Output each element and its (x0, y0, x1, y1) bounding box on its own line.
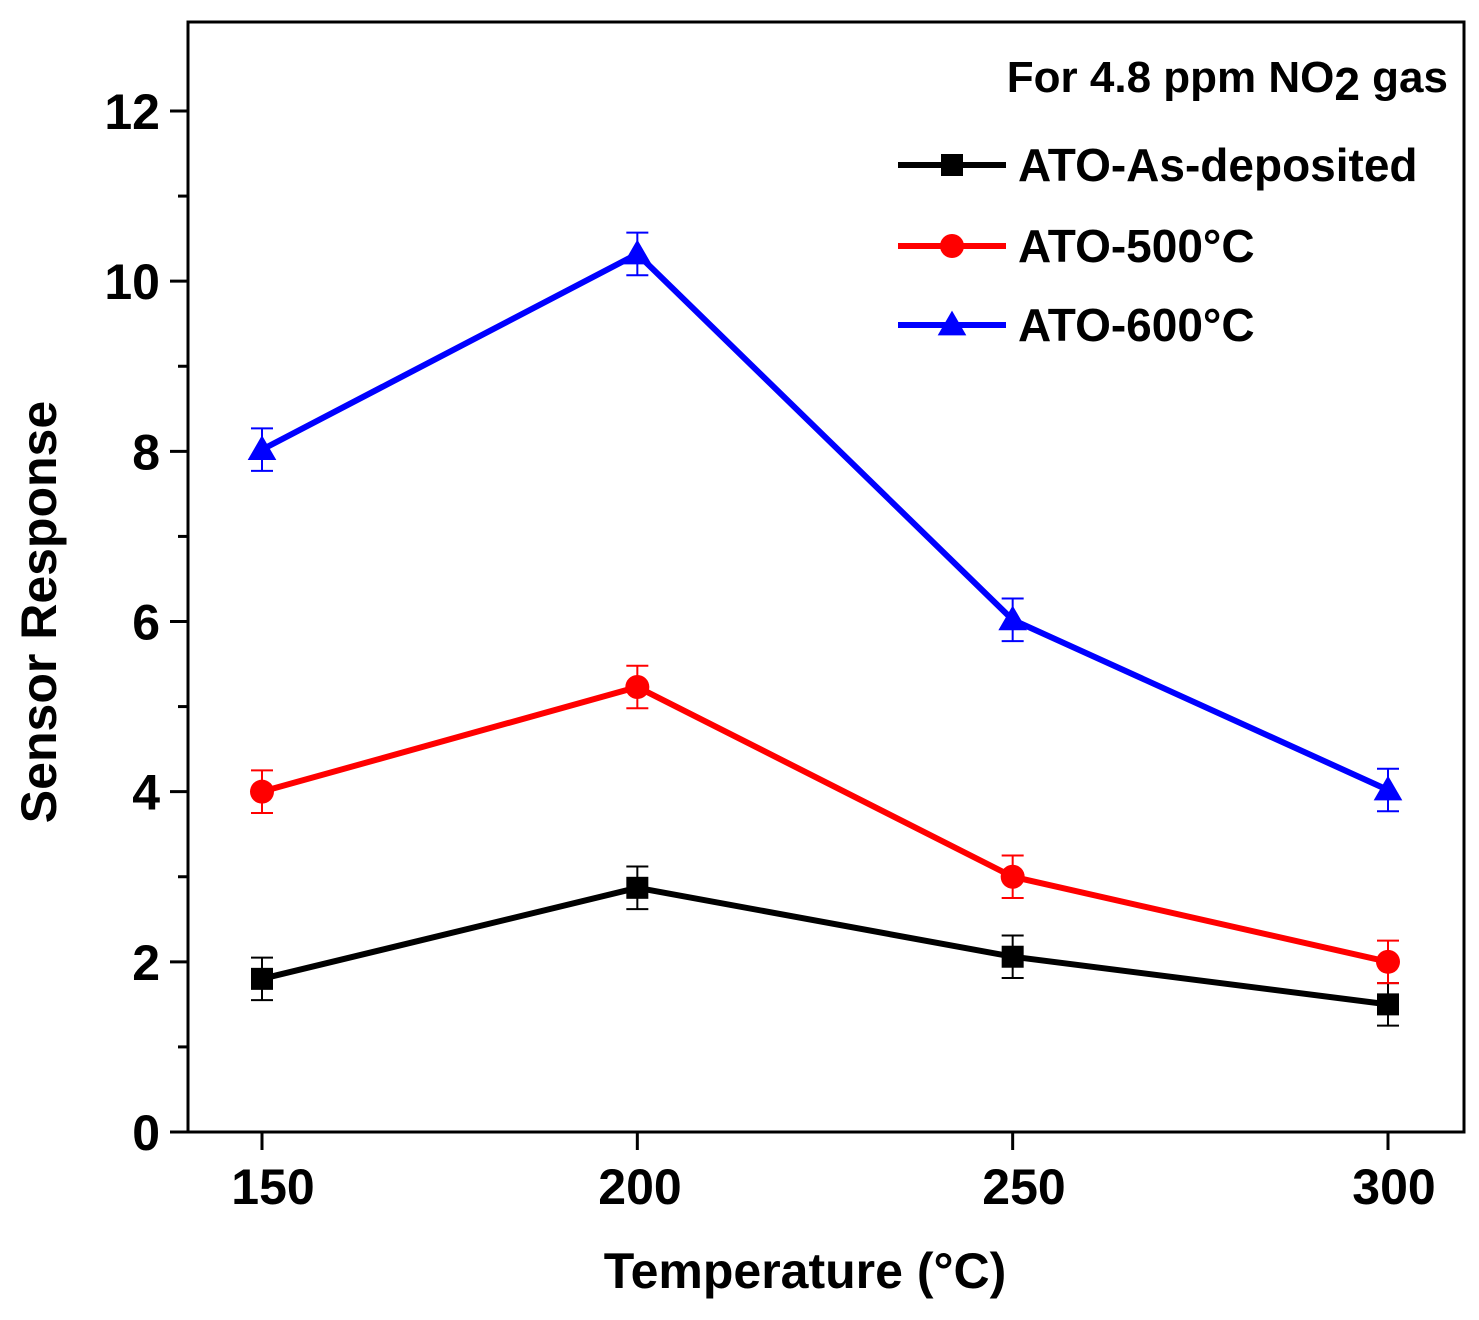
circle-marker (1000, 864, 1025, 889)
square-marker (941, 154, 963, 176)
triangle-marker (247, 435, 277, 461)
y-tick-label: 2 (132, 935, 160, 991)
x-tick-label: 150 (231, 1159, 314, 1215)
circle-marker (1376, 949, 1400, 974)
circle-marker (250, 779, 274, 804)
y-tick-label: 4 (132, 765, 160, 821)
series-ATO-600°C (247, 231, 1403, 813)
series-ATO-As-deposited (251, 865, 1399, 1027)
y-tick-label: 0 (132, 1105, 160, 1161)
y-axis-ticks: 0 2 4 6 8 10 12 (104, 84, 188, 1161)
annotation-prefix: For 4.8 ppm NO (1007, 53, 1335, 102)
plot-frame (186, 20, 1466, 1134)
square-marker (1001, 945, 1024, 968)
y-tick-label: 10 (104, 254, 160, 310)
legend-label: ATO-As-deposited (1018, 139, 1418, 191)
y-tick-label: 12 (104, 84, 160, 140)
legend-label: ATO-500°C (1018, 220, 1255, 272)
square-marker (251, 967, 273, 990)
square-marker (626, 876, 649, 899)
y-tick-label: 6 (132, 595, 160, 651)
series-line (261, 884, 1389, 1008)
circle-marker (940, 234, 964, 258)
series-line (260, 250, 1390, 793)
triangle-marker (998, 605, 1027, 631)
square-marker (1377, 993, 1399, 1016)
y-tick-label: 8 (132, 424, 160, 480)
legend-item: ATO-500°C (898, 220, 1255, 272)
annotation-subscript: 2 (1334, 58, 1360, 110)
y-axis-label: Sensor Response (11, 401, 67, 823)
x-axis-ticks: 150 200 250 300 (231, 1132, 1436, 1215)
triangle-marker (937, 310, 967, 336)
annotation-suffix: gas (1360, 53, 1448, 102)
series-layer (247, 231, 1403, 1027)
circle-marker (625, 675, 650, 700)
gas-annotation: For 4.8 ppm NO2 gas (1007, 53, 1448, 110)
triangle-marker (623, 239, 652, 265)
legend: ATO-As-deposited ATO-500°C ATO-600°C (898, 139, 1418, 351)
legend-item: ATO-As-deposited (898, 139, 1418, 191)
legend-label: ATO-600°C (1018, 299, 1255, 351)
x-tick-label: 200 (598, 1159, 681, 1215)
x-axis-label: Temperature (°C) (604, 1243, 1006, 1299)
x-tick-label: 250 (982, 1159, 1065, 1215)
x-tick-label: 300 (1352, 1159, 1435, 1215)
series-line (261, 684, 1389, 965)
series-ATO-500°C (250, 664, 1400, 985)
triangle-marker (1373, 775, 1403, 801)
legend-item: ATO-600°C (898, 299, 1255, 351)
